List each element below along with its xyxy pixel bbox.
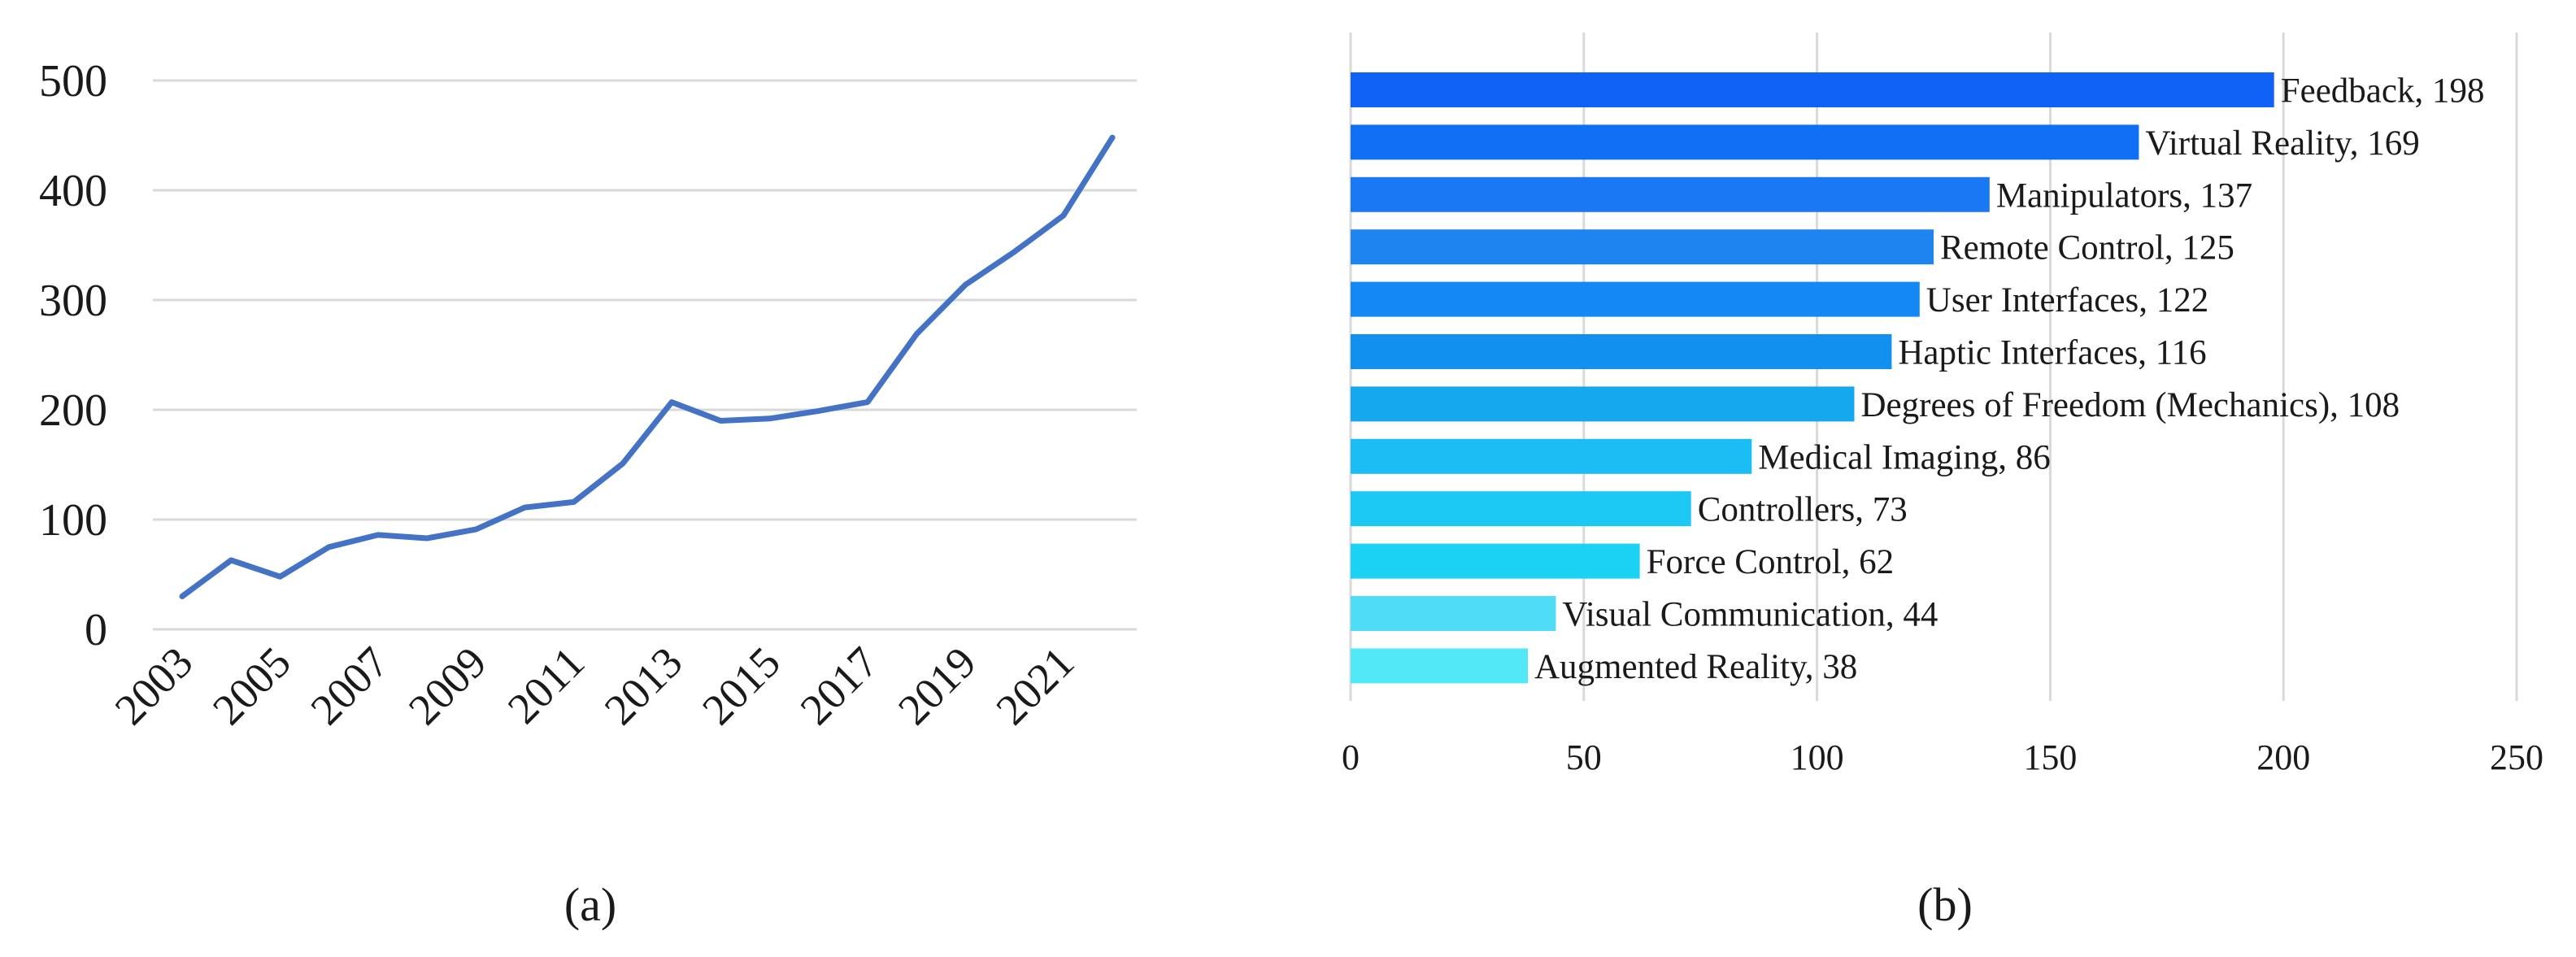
bar-controllers	[1351, 491, 1691, 527]
bar-remote-control	[1351, 229, 1934, 265]
bar-data-label: Augmented Reality, 38	[1534, 648, 1857, 686]
x-tick-label: 2019	[889, 637, 986, 734]
bar-force-control	[1351, 543, 1640, 579]
panel-label-a: (a)	[564, 878, 616, 931]
line-chart-gridlines	[153, 79, 1137, 631]
bar-augmented-reality	[1351, 648, 1528, 684]
bar-data-label: Remote Control, 125	[1940, 229, 2234, 268]
x-tick-label: 2007	[302, 637, 398, 734]
bar-chart-x-tick-labels: 0 50 100 150 200 250	[1342, 737, 2543, 777]
x-tick-label: 0	[1342, 737, 1360, 777]
bar-data-label: Haptic Interfaces, 116	[1898, 334, 2206, 372]
line-chart-x-tick-labels: 2003 2005 2007 2009 2011 2013 2015 2017 2019 2021	[106, 637, 1084, 734]
x-tick-label: 100	[1791, 737, 1844, 777]
x-tick-label: 250	[2490, 737, 2543, 777]
bar-data-label: Force Control, 62	[1647, 543, 1895, 581]
bar-degrees-of-freedom-mechanics	[1351, 386, 1855, 422]
y-tick-label: 200	[39, 385, 107, 436]
x-tick-label: 2005	[203, 637, 300, 734]
bar-manipulators	[1351, 176, 1990, 212]
y-tick-label: 0	[85, 605, 107, 655]
bar-data-label: Controllers, 73	[1698, 491, 1908, 529]
x-tick-label: 2021	[986, 637, 1083, 734]
bar-user-interfaces	[1351, 281, 1920, 317]
x-tick-label: 2017	[791, 637, 888, 734]
x-tick-label: 2013	[595, 637, 692, 734]
y-tick-label: 500	[39, 56, 107, 107]
bar-chart-panel-b: Feedback, 198 Virtual Reality, 169 Manipul…	[1342, 33, 2543, 777]
bar-data-label: Medical Imaging, 86	[1758, 438, 2050, 476]
bar-data-label: Visual Communication, 44	[1562, 596, 1938, 634]
x-tick-label: 2011	[498, 637, 594, 733]
bar-data-label: Feedback, 198	[2281, 72, 2485, 111]
bar-haptic-interfaces	[1351, 334, 1892, 369]
line-chart-y-tick-labels: 0 100 200 300 400 500	[39, 56, 107, 655]
bar-medical-imaging	[1351, 438, 1752, 474]
bar-virtual-reality	[1351, 124, 2139, 160]
y-tick-label: 100	[39, 495, 107, 546]
bar-data-label: Manipulators, 137	[1996, 176, 2252, 215]
bar-data-label: Degrees of Freedom (Mechanics), 108	[1860, 386, 2400, 424]
y-tick-label: 400	[39, 166, 107, 216]
bar-chart-bars	[1351, 72, 2274, 684]
x-tick-label: 50	[1566, 737, 1602, 777]
panel-label-b: (b)	[1917, 878, 1973, 931]
x-tick-label: 2003	[106, 637, 202, 734]
bar-visual-communication	[1351, 596, 1556, 631]
bar-chart-data-labels: Feedback, 198 Virtual Reality, 169 Manipul…	[1534, 72, 2485, 686]
x-tick-label: 150	[2023, 737, 2077, 777]
bar-feedback	[1351, 72, 2274, 107]
x-tick-label: 200	[2256, 737, 2310, 777]
line-chart-series	[179, 134, 1116, 599]
x-tick-label: 2015	[693, 637, 790, 734]
x-tick-label: 2009	[399, 637, 496, 734]
bar-data-label: User Interfaces, 122	[1926, 281, 2208, 320]
bar-data-label: Virtual Reality, 169	[2145, 124, 2419, 163]
y-tick-label: 300	[39, 276, 107, 326]
series-line-publications	[179, 134, 1116, 599]
